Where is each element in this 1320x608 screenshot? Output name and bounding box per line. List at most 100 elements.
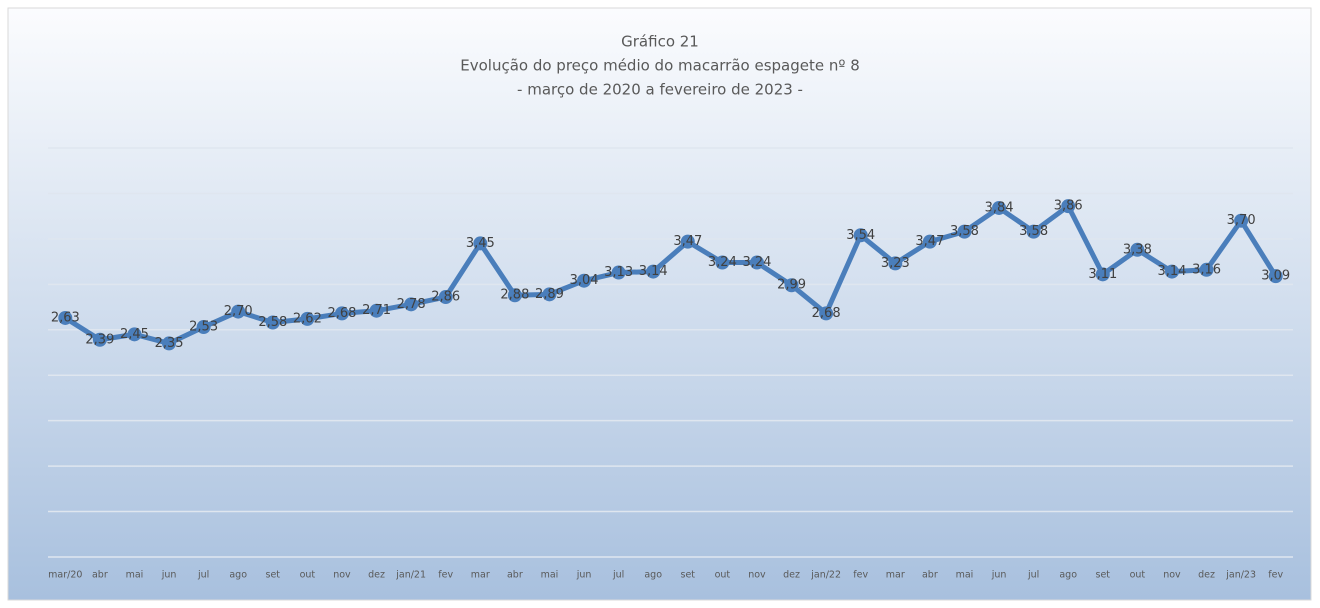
data-label: 3,14 — [639, 264, 668, 279]
data-label: 3,24 — [708, 255, 737, 270]
x-tick-label: abr — [507, 570, 523, 581]
data-label: 3,14 — [1157, 264, 1186, 279]
chart-subtitle: Evolução do preço médio do macarrão espa… — [460, 57, 860, 75]
data-point — [646, 264, 661, 279]
x-tick-label: mar — [886, 570, 905, 581]
x-tick-label: out — [715, 570, 731, 581]
x-tick-label: ago — [1059, 570, 1077, 581]
data-point — [1026, 224, 1041, 239]
data-label: 2,89 — [535, 287, 564, 302]
data-point — [231, 304, 246, 319]
data-point — [507, 288, 522, 303]
x-tick-label: jul — [1027, 570, 1039, 581]
x-tick-label: nov — [1163, 570, 1181, 581]
data-label: 2,88 — [500, 288, 529, 303]
data-point — [404, 297, 419, 312]
data-label: 3,11 — [1088, 267, 1117, 282]
data-label: 2,62 — [293, 311, 322, 326]
data-label: 3,09 — [1261, 269, 1290, 284]
x-tick-label: mar/20 — [48, 570, 82, 581]
data-label: 2,63 — [51, 310, 80, 325]
x-tick-label: ago — [229, 570, 247, 581]
data-label: 3,04 — [570, 273, 599, 288]
chart-title: Gráfico 21 — [621, 33, 699, 51]
data-point — [611, 265, 626, 280]
data-point — [300, 311, 315, 326]
data-label: 3,24 — [742, 255, 771, 270]
data-point — [162, 336, 177, 351]
data-point — [369, 303, 384, 318]
data-point — [819, 306, 834, 321]
data-point — [334, 306, 349, 321]
data-point — [1234, 213, 1249, 228]
data-label: 3,13 — [604, 265, 633, 280]
data-label: 2,71 — [362, 303, 391, 318]
x-tick-label: mai — [126, 570, 144, 581]
data-point — [58, 310, 73, 325]
x-tick-label: jan/22 — [810, 570, 841, 581]
x-tick-label: fev — [853, 570, 868, 581]
data-point — [680, 234, 695, 249]
data-label: 3,23 — [881, 256, 910, 271]
x-tick-label: dez — [783, 570, 800, 581]
data-label: 3,45 — [466, 236, 495, 251]
data-label: 2,99 — [777, 278, 806, 293]
data-point — [127, 327, 142, 342]
data-point — [542, 287, 557, 302]
data-label: 2,68 — [812, 306, 841, 321]
chart-subtitle: - março de 2020 a fevereiro de 2023 - — [517, 81, 803, 99]
x-tick-label: dez — [1198, 570, 1215, 581]
data-label: 3,38 — [1123, 242, 1152, 257]
data-point — [957, 224, 972, 239]
data-label: 2,86 — [431, 290, 460, 305]
data-point — [1130, 242, 1145, 257]
x-tick-label: jun — [991, 570, 1007, 581]
data-point — [473, 236, 488, 251]
data-label: 3,16 — [1192, 262, 1221, 277]
data-point — [922, 234, 937, 249]
x-tick-label: jul — [612, 570, 624, 581]
data-point — [196, 320, 211, 335]
x-tick-label: jun — [161, 570, 177, 581]
x-tick-label: fev — [1268, 570, 1283, 581]
data-label: 3,58 — [950, 224, 979, 239]
x-tick-label: ago — [644, 570, 662, 581]
data-label: 2,68 — [327, 306, 356, 321]
data-point — [1164, 264, 1179, 279]
data-label: 2,45 — [120, 327, 149, 342]
data-label: 3,70 — [1227, 213, 1256, 228]
x-tick-label: jan/23 — [1225, 570, 1256, 581]
data-point — [749, 255, 764, 270]
data-label: 3,47 — [673, 234, 702, 249]
data-label: 3,47 — [915, 234, 944, 249]
x-tick-label: jan/21 — [395, 570, 426, 581]
x-tick-label: mai — [541, 570, 559, 581]
x-tick-label: fev — [438, 570, 453, 581]
data-label: 2,53 — [189, 320, 218, 335]
data-label: 2,35 — [155, 336, 184, 351]
data-point — [1268, 269, 1283, 284]
data-point — [577, 273, 592, 288]
data-point — [1095, 267, 1110, 282]
x-tick-label: out — [1130, 570, 1146, 581]
x-tick-label: set — [681, 570, 696, 581]
data-label: 2,58 — [258, 315, 287, 330]
data-point — [715, 255, 730, 270]
x-tick-label: nov — [748, 570, 766, 581]
data-point — [1199, 262, 1214, 277]
data-label: 2,78 — [397, 297, 426, 312]
data-point — [265, 315, 280, 330]
data-point — [853, 228, 868, 243]
x-tick-label: nov — [333, 570, 351, 581]
data-label: 3,86 — [1054, 199, 1083, 214]
x-tick-label: set — [1096, 570, 1111, 581]
x-tick-label: abr — [92, 570, 108, 581]
data-point — [92, 332, 107, 347]
chart-background — [7, 7, 1312, 601]
data-point — [1061, 199, 1076, 214]
x-tick-label: set — [266, 570, 281, 581]
data-point — [992, 200, 1007, 215]
data-point — [888, 256, 903, 271]
x-tick-label: abr — [922, 570, 938, 581]
